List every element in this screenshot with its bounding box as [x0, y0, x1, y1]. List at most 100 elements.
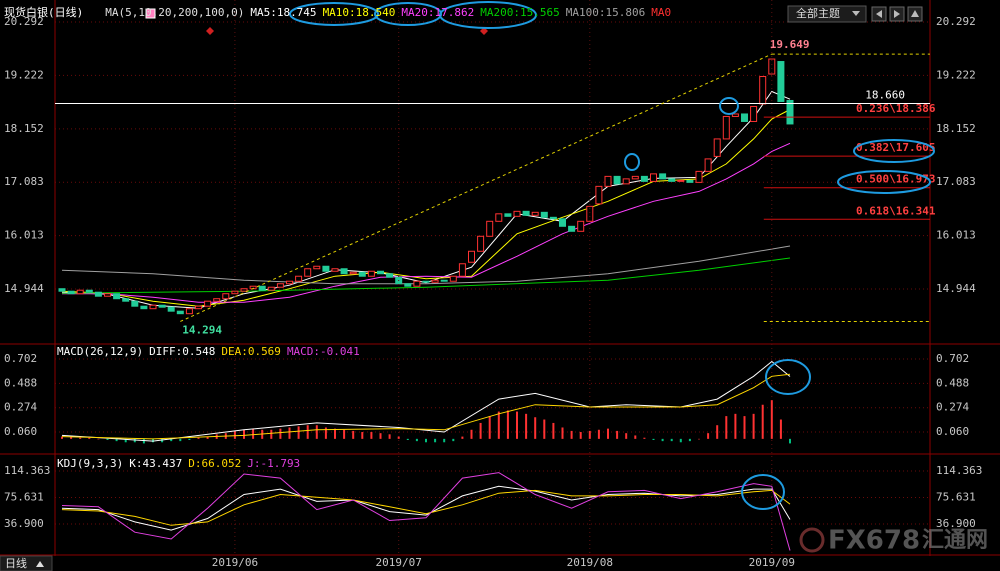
macd-bar [406, 438, 409, 440]
macd-bar [161, 438, 164, 443]
macd-bar [297, 426, 300, 439]
macd-bar [334, 428, 336, 439]
candle-body [777, 61, 785, 102]
macd-bar [425, 438, 427, 443]
candle-body [650, 173, 657, 182]
high-label: 19.649 [770, 38, 810, 51]
candle-body [295, 275, 303, 282]
macd-bar [625, 433, 628, 439]
macd-bar [679, 438, 682, 443]
highlight [624, 153, 640, 171]
legend-entry: KDJ(9,3,3) [57, 457, 123, 470]
candle-body [458, 263, 466, 277]
macd-bar [152, 438, 154, 443]
period-tab[interactable]: 日线 [0, 555, 53, 571]
icon [911, 10, 919, 17]
candle-body [741, 113, 748, 122]
macd-bar [698, 438, 700, 440]
y-tick-label: 36.900 [4, 517, 44, 530]
macd-bar [570, 430, 573, 439]
candle-body [76, 289, 84, 295]
highlight [741, 474, 785, 510]
candle-body [549, 216, 557, 220]
y-tick-label: 16.013 [4, 229, 44, 242]
highlight [837, 170, 931, 194]
candle-body [140, 305, 148, 310]
dropdown[interactable] [787, 5, 867, 23]
y-tick-label: 14.944 [936, 282, 976, 295]
macd-bar [752, 413, 755, 439]
candle-body [659, 173, 667, 180]
macd-bar [779, 419, 782, 439]
macd-bar [379, 433, 382, 439]
indicator-icon [145, 8, 156, 19]
fib-label: 0.618\16.341 [856, 204, 936, 217]
macd-bar [716, 425, 719, 439]
candle-body [540, 211, 548, 218]
y-tick-label: 114.363 [936, 464, 982, 477]
macd-bar [707, 433, 710, 439]
candle-body [276, 283, 284, 288]
indicator-line [61, 360, 791, 442]
macd-bar [306, 425, 309, 439]
legend-entry: MA(5,10,20,200,100,0) [105, 6, 244, 19]
price-line-label: 18.660 [865, 88, 905, 101]
indicator-line [62, 142, 791, 303]
candle-body [358, 271, 366, 277]
x-tick-label: 2019/07 [376, 556, 422, 569]
macd-bar [516, 411, 518, 439]
x-tick-label: 2019/08 [567, 556, 613, 569]
candle-body [531, 211, 539, 216]
x-tick-label: 2019/09 [749, 556, 795, 569]
candle-body [468, 250, 475, 263]
macd-bar [233, 430, 236, 439]
macd-bar [506, 410, 509, 439]
candle-body [786, 99, 794, 125]
macd-bar [352, 430, 355, 439]
candle-body [349, 271, 357, 275]
y-tick-label: 18.152 [936, 122, 976, 135]
macd-bar [370, 432, 373, 439]
candle-body [94, 291, 102, 297]
macd-bar [725, 416, 728, 439]
macd-bar [279, 428, 282, 439]
macd-bar [97, 438, 100, 440]
macd-bar [124, 438, 127, 443]
candle-body [759, 76, 767, 105]
macd-bar [597, 429, 600, 439]
macd-bar [361, 432, 364, 439]
y-tick-label: 0.060 [4, 425, 37, 438]
y-tick-label: 0.702 [4, 352, 37, 365]
candle-body [422, 280, 430, 283]
tab-label[interactable]: 日线 [5, 556, 27, 570]
y-tick-label: 16.013 [936, 229, 976, 242]
candle-body [404, 283, 412, 287]
candle-body [340, 268, 348, 275]
highlight [289, 2, 379, 26]
theme-menu[interactable]: 全部主题 [787, 5, 867, 23]
macd-bar [488, 416, 491, 439]
macd-bar [88, 437, 91, 439]
macd-bar [534, 417, 537, 439]
highlight [439, 1, 537, 29]
candle-body [640, 175, 648, 182]
candle-body [240, 288, 248, 292]
macd-bar [142, 438, 145, 444]
highlight [719, 97, 739, 115]
macd-bar [70, 436, 73, 439]
y-tick-label: 0.488 [936, 376, 969, 389]
dropdown-label[interactable]: 全部主题 [796, 6, 840, 20]
fib-label: 0.500\16.973 [856, 173, 935, 186]
candle-body [331, 268, 339, 272]
candle-body [522, 210, 530, 216]
candle-body [568, 225, 576, 232]
y-tick-label: 75.631 [4, 491, 44, 504]
macd-bar [170, 438, 173, 442]
watermark-logo [799, 527, 825, 553]
legend-entry: MA5:18.745 [250, 6, 316, 19]
tab[interactable] [0, 555, 53, 571]
macd-bar [616, 430, 619, 439]
macd-bar [61, 436, 63, 439]
